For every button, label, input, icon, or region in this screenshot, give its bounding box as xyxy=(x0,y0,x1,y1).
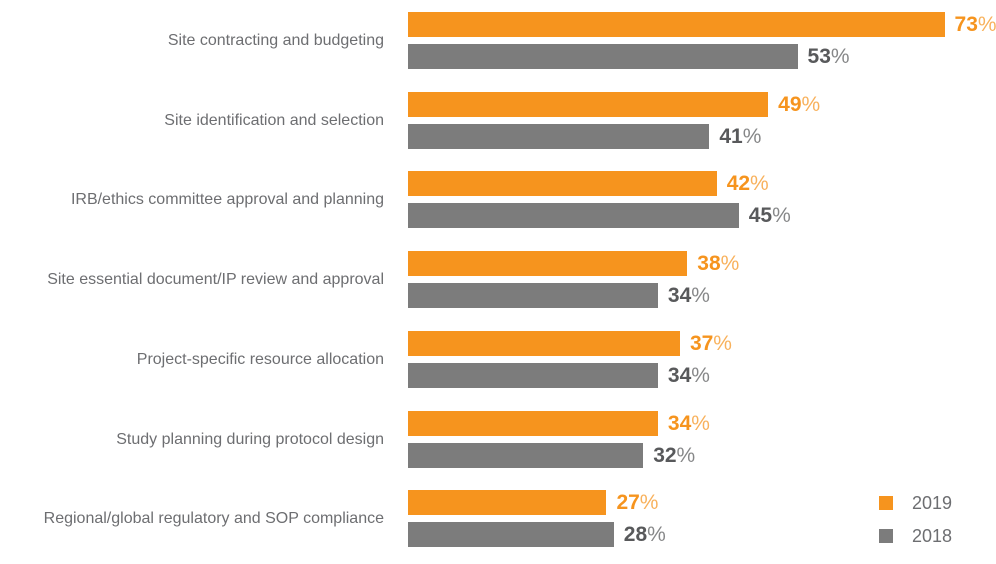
chart-legend: 2019 2018 xyxy=(879,493,953,562)
value-number: 45 xyxy=(748,204,773,228)
percent-sign: % xyxy=(720,252,740,276)
legend-item-2018: 2018 xyxy=(879,526,953,546)
bar-2019 xyxy=(408,12,945,37)
value-number: 34 xyxy=(667,411,692,435)
value-label-2018: 45% xyxy=(749,203,791,228)
bar-2019 xyxy=(408,171,717,197)
percent-sign: % xyxy=(801,92,821,116)
value-label-2019: 34% xyxy=(668,411,710,436)
value-number: 53 xyxy=(807,45,831,68)
bar-2018 xyxy=(408,44,798,69)
value-label-2019: 73% xyxy=(955,12,996,37)
value-label-2018: 34% xyxy=(668,283,710,308)
value-number: 49 xyxy=(778,92,802,116)
value-number: 37 xyxy=(689,331,714,355)
value-number: 42 xyxy=(726,172,751,196)
legend-label: 2019 xyxy=(912,493,953,513)
bar-2019 xyxy=(408,330,680,356)
value-label-2018: 41% xyxy=(719,124,761,149)
value-label-2018: 34% xyxy=(668,363,710,388)
bar-2018 xyxy=(408,522,614,548)
category-label: Site identification and selection xyxy=(164,111,384,129)
value-number: 41 xyxy=(719,124,743,148)
percent-sign: % xyxy=(830,45,850,68)
percent-sign: % xyxy=(742,124,762,148)
chart-row: Project-specific resource allocation 37% 3… xyxy=(0,330,996,388)
value-label-2019: 42% xyxy=(727,171,769,196)
chart-row: Site essential document/IP review and ap… xyxy=(0,251,996,309)
value-label-2018: 32% xyxy=(653,443,695,468)
percent-sign: % xyxy=(772,204,791,228)
value-number: 73 xyxy=(954,13,978,36)
chart-row: Regional/global regulatory and SOP compl… xyxy=(0,490,996,548)
percent-sign: % xyxy=(691,363,710,387)
percent-sign: % xyxy=(977,13,996,36)
percent-sign: % xyxy=(691,284,710,308)
value-label-2019: 27% xyxy=(616,490,658,515)
percent-sign: % xyxy=(691,411,710,435)
legend-swatch-icon xyxy=(879,529,893,543)
value-number: 38 xyxy=(697,252,721,276)
bar-2018 xyxy=(408,442,644,468)
category-label: Study planning during protocol design xyxy=(116,430,384,448)
bar-2018 xyxy=(408,283,658,309)
value-number: 32 xyxy=(653,443,677,467)
value-number: 34 xyxy=(667,363,692,387)
bar-2019 xyxy=(408,410,658,436)
percent-sign: % xyxy=(750,172,769,196)
value-number: 34 xyxy=(667,284,692,308)
bar-2018 xyxy=(408,203,739,229)
chart-row: IRB/ethics committee approval and planni… xyxy=(0,171,996,229)
bar-2019 xyxy=(408,490,607,516)
bar-2018 xyxy=(408,123,710,149)
percent-sign: % xyxy=(713,331,732,355)
percent-sign: % xyxy=(676,443,696,467)
bar-2019 xyxy=(408,91,769,117)
category-label: Site contracting and budgeting xyxy=(167,32,384,49)
bar-2019 xyxy=(408,251,688,277)
chart-row: Site identification and selection 49% 41% xyxy=(0,91,996,149)
legend-swatch-icon xyxy=(879,496,893,510)
value-label-2018: 53% xyxy=(808,44,850,69)
percent-sign: % xyxy=(647,523,666,547)
legend-item-2019: 2019 xyxy=(879,493,953,513)
category-label: IRB/ethics committee approval and planni… xyxy=(70,191,384,209)
category-label: Project-specific resource allocation xyxy=(136,350,384,368)
value-label-2019: 37% xyxy=(690,331,732,356)
value-label-2019: 49% xyxy=(778,92,820,117)
percent-sign: % xyxy=(639,491,659,515)
category-label: Site essential document/IP review and ap… xyxy=(47,271,384,289)
legend-label: 2018 xyxy=(912,526,953,546)
value-label-2019: 38% xyxy=(697,251,739,276)
category-label: Regional/global regulatory and SOP compl… xyxy=(43,510,384,528)
value-number: 28 xyxy=(623,523,648,547)
chart-row: Site contracting and budgeting 73% 53% xyxy=(0,12,996,69)
bar-2018 xyxy=(408,362,658,388)
value-number: 27 xyxy=(616,491,640,515)
value-label-2018: 28% xyxy=(624,522,666,547)
chart-row: Study planning during protocol design 34%… xyxy=(0,410,996,468)
